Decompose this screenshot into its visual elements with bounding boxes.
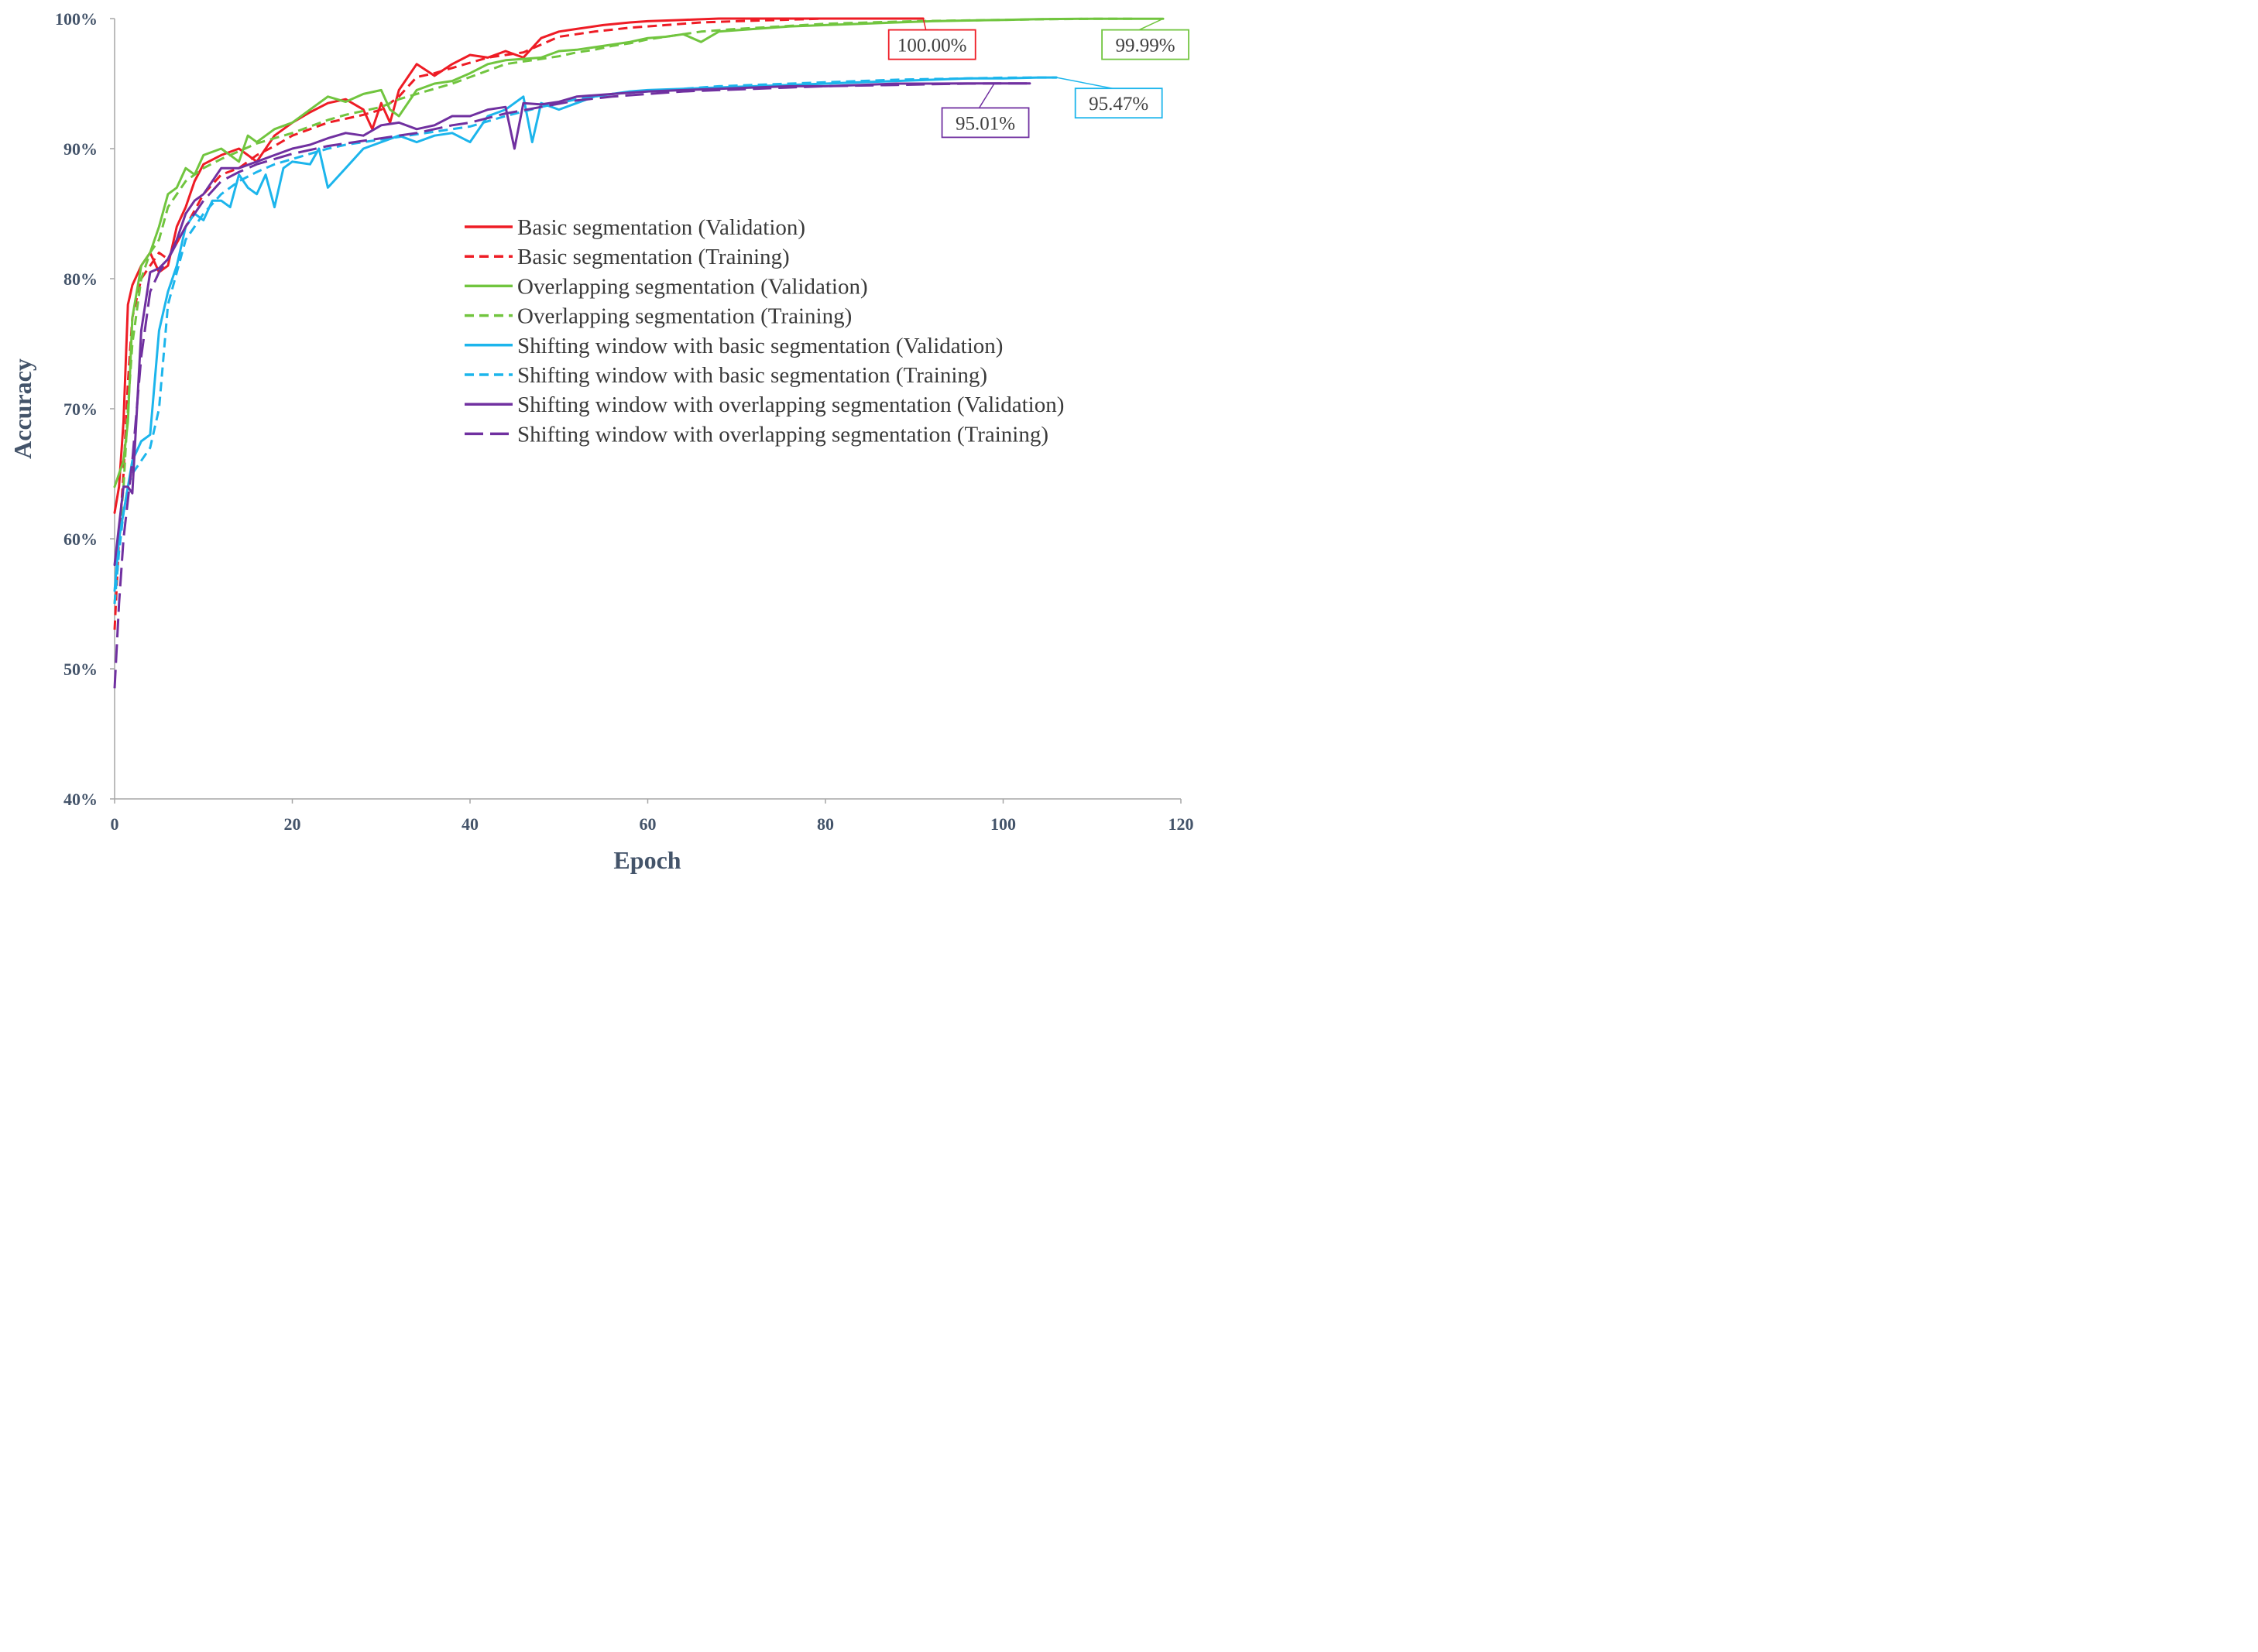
callout-leader bbox=[1056, 77, 1125, 89]
x-tick-label: 100 bbox=[990, 814, 1016, 834]
x-tick-label: 20 bbox=[284, 814, 301, 834]
x-axis-title: Epoch bbox=[613, 846, 681, 874]
callout-label: 95.47% bbox=[1089, 94, 1148, 115]
y-tick-label: 70% bbox=[63, 399, 98, 419]
legend-label: Shifting window with overlapping segment… bbox=[517, 392, 1064, 417]
y-tick-label: 40% bbox=[63, 790, 98, 809]
series-line-3 bbox=[113, 17, 1165, 488]
series-line-8 bbox=[113, 82, 1030, 689]
series-line-6 bbox=[113, 76, 1057, 605]
accuracy-line-chart: 40% 50% 60% 70% 80% 90% 100% 0 20 40 60 80 100 120 10… bbox=[9, 9, 1194, 874]
legend: Basic segmentation (Validation) Basic seg… bbox=[465, 215, 1064, 447]
y-tick-label: 60% bbox=[63, 530, 98, 549]
callout-label: 95.01% bbox=[956, 113, 1015, 134]
callout-box bbox=[1101, 29, 1189, 60]
callout-label: 100.00% bbox=[897, 36, 967, 57]
x-tick-label: 60 bbox=[640, 814, 657, 834]
series-line-5 bbox=[113, 76, 1058, 592]
y-axis-title: Accuracy bbox=[9, 358, 36, 459]
chart-root: 40% 50% 60% 70% 80% 90% 100% 0 20 40 60 80 100 120 10… bbox=[0, 0, 1214, 889]
callout-box bbox=[941, 107, 1030, 139]
x-tick-label: 120 bbox=[1168, 814, 1194, 834]
x-tick-label: 40 bbox=[462, 814, 479, 834]
legend-label: Shifting window with overlapping segment… bbox=[517, 422, 1048, 447]
series-line-2 bbox=[113, 17, 915, 630]
x-tick-label: 0 bbox=[111, 814, 119, 834]
callout-label: 99.99% bbox=[1116, 36, 1175, 57]
y-tick-label: 80% bbox=[63, 269, 98, 289]
legend-label: Basic segmentation (Validation) bbox=[517, 215, 805, 240]
legend-label: Shifting window with basic segmentation … bbox=[517, 363, 987, 388]
legend-label: Basic segmentation (Training) bbox=[517, 245, 790, 269]
y-tick-label: 50% bbox=[63, 660, 98, 679]
callout-leader bbox=[1138, 18, 1164, 31]
callout-box bbox=[1074, 87, 1163, 119]
y-tick-label: 100% bbox=[55, 9, 98, 29]
legend-label: Shifting window with basic segmentation … bbox=[517, 334, 1003, 358]
series-layer bbox=[113, 17, 1165, 689]
axes: 40% 50% 60% 70% 80% 90% 100% 0 20 40 60 80 100 120 bbox=[55, 9, 1194, 834]
callout-leader bbox=[978, 83, 995, 109]
callout-box bbox=[887, 29, 976, 60]
annotation-layer: 100.00% 99.99% 95.47% 95.01% bbox=[887, 18, 1189, 139]
x-tick-label: 80 bbox=[817, 814, 834, 834]
legend-label: Overlapping segmentation (Validation) bbox=[517, 274, 868, 299]
y-tick-label: 90% bbox=[63, 139, 98, 159]
series-line-4 bbox=[113, 17, 1137, 605]
legend-label: Overlapping segmentation (Training) bbox=[517, 304, 852, 329]
